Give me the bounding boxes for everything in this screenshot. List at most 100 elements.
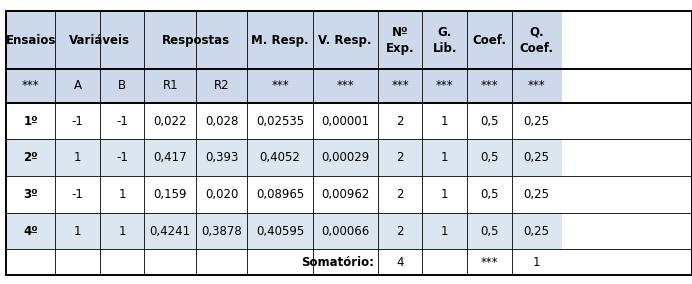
Bar	[313, 11, 378, 69]
Bar	[55, 69, 100, 103]
Bar	[6, 213, 55, 249]
Bar	[145, 139, 196, 176]
Bar	[196, 249, 248, 275]
Bar	[55, 103, 100, 139]
Text: 0,159: 0,159	[154, 188, 187, 201]
Text: 1: 1	[441, 225, 448, 237]
Bar	[248, 69, 313, 103]
Text: 0,5: 0,5	[480, 151, 498, 164]
Text: 0,020: 0,020	[205, 188, 238, 201]
Bar	[467, 103, 511, 139]
Text: 3º: 3º	[24, 188, 38, 201]
Bar	[313, 176, 378, 213]
Bar	[422, 11, 467, 69]
Text: 1: 1	[533, 256, 540, 269]
Text: -1: -1	[72, 115, 84, 128]
Text: R1: R1	[163, 80, 178, 92]
Bar	[196, 103, 248, 139]
Text: ***: ***	[391, 80, 409, 92]
Text: 4º: 4º	[24, 225, 38, 237]
Bar	[248, 213, 313, 249]
Bar	[422, 176, 467, 213]
Bar	[100, 139, 145, 176]
Bar	[145, 11, 196, 69]
Bar	[378, 69, 422, 103]
Text: 0,022: 0,022	[154, 115, 187, 128]
Text: Coef.: Coef.	[472, 34, 507, 47]
Text: 0,4052: 0,4052	[260, 151, 300, 164]
Bar	[313, 69, 378, 103]
Text: 1: 1	[74, 151, 82, 164]
Bar	[100, 176, 145, 213]
Text: B: B	[118, 80, 126, 92]
Text: 0,00001: 0,00001	[321, 115, 370, 128]
Text: 2: 2	[397, 115, 404, 128]
Text: 0,00029: 0,00029	[321, 151, 370, 164]
Text: ***: ***	[528, 80, 545, 92]
Bar	[511, 103, 562, 139]
Text: ***: ***	[436, 80, 453, 92]
Bar	[422, 69, 467, 103]
Bar	[55, 213, 100, 249]
Text: 0,25: 0,25	[524, 115, 549, 128]
Bar	[467, 176, 511, 213]
Text: 2: 2	[397, 225, 404, 237]
Text: ***: ***	[480, 80, 498, 92]
Text: 0,5: 0,5	[480, 225, 498, 237]
Bar	[467, 11, 511, 69]
Bar	[145, 176, 196, 213]
Text: 1: 1	[118, 188, 126, 201]
Bar	[55, 176, 100, 213]
Bar	[378, 11, 422, 69]
Text: 0,40595: 0,40595	[256, 225, 304, 237]
Text: ***: ***	[271, 80, 289, 92]
Bar	[511, 69, 562, 103]
Bar	[378, 176, 422, 213]
Bar	[6, 139, 55, 176]
Bar	[100, 11, 145, 69]
Text: 0,3878: 0,3878	[201, 225, 242, 237]
Text: 0,02535: 0,02535	[256, 115, 304, 128]
Bar	[6, 249, 55, 275]
Text: 0,028: 0,028	[205, 115, 238, 128]
Bar	[511, 213, 562, 249]
Text: 0,5: 0,5	[480, 188, 498, 201]
Bar	[248, 103, 313, 139]
Text: Ensaios: Ensaios	[6, 34, 56, 47]
Text: 1: 1	[441, 115, 448, 128]
Text: 0,25: 0,25	[524, 225, 549, 237]
Bar	[196, 139, 248, 176]
Bar	[6, 103, 55, 139]
Bar	[145, 69, 196, 103]
Text: A: A	[73, 80, 82, 92]
Bar	[6, 11, 55, 69]
Bar	[145, 103, 196, 139]
Text: Q.
Coef.: Q. Coef.	[520, 26, 554, 55]
Bar	[378, 249, 422, 275]
Text: 0,00066: 0,00066	[321, 225, 370, 237]
Bar	[196, 11, 248, 69]
Text: -1: -1	[116, 151, 128, 164]
Bar	[100, 103, 145, 139]
Text: 1: 1	[118, 225, 126, 237]
Text: 1: 1	[441, 151, 448, 164]
Text: G.
Lib.: G. Lib.	[432, 26, 457, 55]
Text: Nº
Exp.: Nº Exp.	[385, 26, 415, 55]
Bar	[313, 213, 378, 249]
Text: 2º: 2º	[24, 151, 38, 164]
Bar	[248, 249, 313, 275]
Text: 0,25: 0,25	[524, 151, 549, 164]
Bar	[511, 11, 562, 69]
Text: 0,417: 0,417	[154, 151, 187, 164]
Bar	[248, 139, 313, 176]
Text: 0,393: 0,393	[205, 151, 238, 164]
Text: 0,08965: 0,08965	[256, 188, 304, 201]
Bar	[313, 139, 378, 176]
Text: 2: 2	[397, 188, 404, 201]
Bar	[467, 139, 511, 176]
Bar	[100, 69, 145, 103]
Text: R2: R2	[214, 80, 230, 92]
Bar	[511, 249, 562, 275]
Text: V. Resp.: V. Resp.	[318, 34, 372, 47]
Bar	[6, 69, 55, 103]
